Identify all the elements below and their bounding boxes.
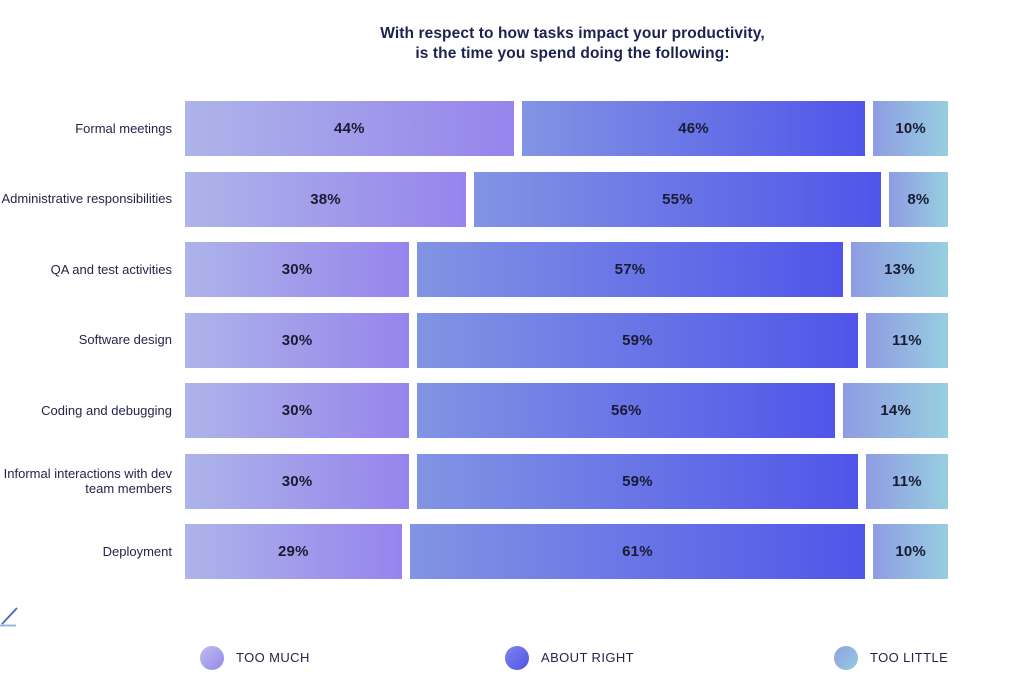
bar-segment-about-right: 59%: [417, 312, 858, 368]
bar-segment-too-much: 30%: [185, 453, 410, 509]
bar-track: 30% 59% 11%: [185, 453, 948, 509]
clipped-corner-mark: [0, 607, 18, 627]
bar-row-qa-test: QA and test activities 30% 57% 13%: [0, 242, 948, 297]
bar-track: 30% 59% 11%: [185, 312, 948, 368]
category-label: Software design: [78, 332, 172, 348]
bar-segment-too-little: 10%: [873, 101, 949, 156]
bar-track: 38% 55% 8%: [185, 171, 948, 227]
bar-row-software-design: Software design 30% 59% 11%: [0, 312, 948, 368]
bar-chart: Formal meetings 44% 46% 10% Administrati…: [0, 101, 949, 579]
chart-title: With respect to how tasks impact your pr…: [197, 24, 948, 65]
bar-segment-about-right: 57%: [417, 242, 843, 297]
legend-swatch-circle-icon: [200, 646, 224, 670]
bar-track: 44% 46% 10%: [185, 101, 949, 156]
bar-segment-too-little: 13%: [850, 242, 948, 297]
bar-row-formal-meetings: Formal meetings 44% 46% 10%: [0, 101, 949, 156]
bar-segment-about-right: 61%: [409, 524, 866, 579]
bar-segment-about-right: 56%: [417, 383, 836, 438]
legend-item-about-right: ABOUT RIGHT: [505, 646, 634, 670]
legend-swatch-circle-icon: [505, 646, 529, 670]
legend-label: TOO MUCH: [236, 650, 310, 665]
bar-track: 30% 56% 14%: [185, 383, 948, 438]
bar-segment-too-little: 14%: [843, 383, 948, 438]
bar-segment-too-much: 44%: [185, 101, 514, 156]
legend-label: ABOUT RIGHT: [541, 650, 635, 665]
bar-segment-too-much: 30%: [185, 312, 410, 368]
bar-segment-about-right: 55%: [474, 171, 881, 227]
legend-item-too-little: TOO LITTLE: [834, 646, 948, 670]
category-label: Deployment: [102, 543, 172, 559]
bar-segment-about-right: 59%: [417, 453, 858, 509]
category-label: Formal meetings: [75, 120, 172, 136]
chart-title-line2: is the time you spend doing the followin…: [415, 45, 730, 63]
bar-segment-too-little: 10%: [873, 524, 948, 579]
bar-track: 29% 61% 10%: [185, 524, 948, 579]
category-label: QA and test activities: [50, 261, 172, 277]
bar-row-deployment: Deployment 29% 61% 10%: [0, 524, 948, 579]
bar-segment-too-much: 30%: [185, 383, 410, 438]
legend-label: TOO LITTLE: [870, 650, 949, 665]
category-label: Administrative responsibilities: [1, 191, 172, 207]
bar-segment-too-much: 30%: [185, 242, 410, 297]
bar-track: 30% 57% 13%: [185, 242, 948, 297]
legend-item-too-much: TOO MUCH: [200, 646, 310, 670]
bar-row-informal-interactions: Informal interactions with dev team memb…: [0, 453, 948, 509]
chart-title-line1: With respect to how tasks impact your pr…: [380, 25, 765, 42]
bar-segment-about-right: 46%: [521, 101, 866, 156]
bar-row-administrative: Administrative responsibilities 38% 55% …: [0, 171, 948, 227]
category-label: Coding and debugging: [41, 402, 172, 418]
bar-segment-too-little: 11%: [865, 312, 948, 368]
bar-segment-too-much: 29%: [185, 524, 402, 579]
chart-legend: TOO MUCH ABOUT RIGHT TOO LITTLE: [0, 646, 1032, 672]
legend-swatch-circle-icon: [834, 646, 858, 670]
bar-segment-too-much: 38%: [185, 171, 467, 227]
category-label: Informal interactions with dev team memb…: [3, 465, 172, 496]
bar-segment-too-little: 11%: [865, 453, 948, 509]
bar-segment-too-little: 8%: [888, 171, 948, 227]
bar-row-coding-debugging: Coding and debugging 30% 56% 14%: [0, 383, 948, 438]
